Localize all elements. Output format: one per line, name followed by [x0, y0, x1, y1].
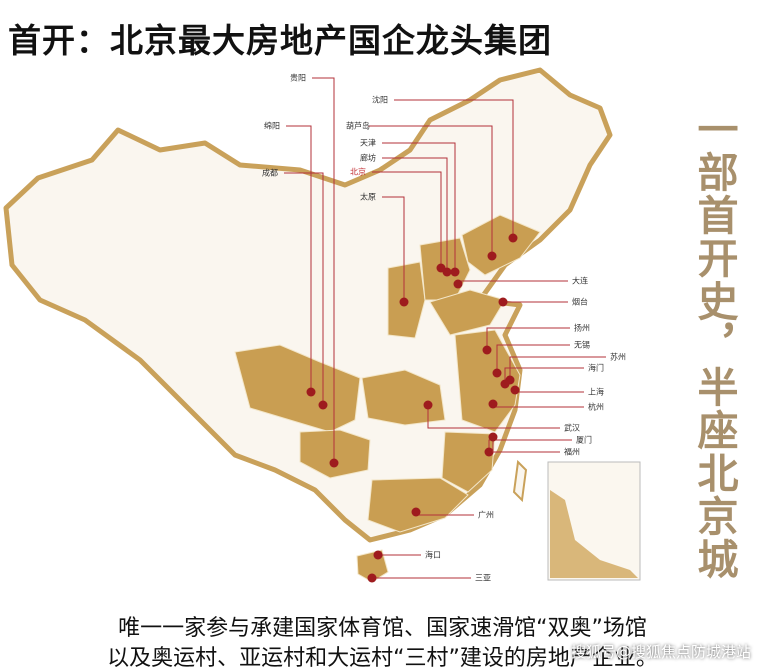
leader-line	[394, 99, 514, 238]
city-label: 海口	[425, 550, 441, 560]
city-label: 烟台	[572, 297, 588, 307]
city-label: 绵阳	[264, 121, 280, 131]
slogan: 一部首开史，半座北京城	[690, 108, 738, 581]
region	[367, 477, 469, 533]
leader-line	[372, 171, 442, 268]
city-dot	[500, 379, 510, 389]
city-dot	[373, 550, 383, 560]
leader-line	[286, 125, 312, 392]
city-dot	[484, 447, 494, 457]
city-dot	[510, 385, 520, 395]
leader-line	[427, 405, 560, 429]
city-label: 太原	[360, 192, 376, 202]
city-label: 广州	[478, 510, 494, 520]
city-dot	[399, 297, 409, 307]
city-dot	[498, 297, 508, 307]
city-dot	[411, 507, 421, 517]
city-dot	[482, 345, 492, 355]
city-dot	[306, 387, 316, 397]
city-label: 无锡	[574, 341, 590, 350]
city-label: 福州	[564, 448, 580, 457]
city-label: 扬州	[574, 323, 590, 333]
city-dot	[423, 400, 433, 410]
leader-line	[486, 327, 570, 350]
city-label: 上海	[588, 387, 604, 397]
leader-line	[284, 172, 324, 405]
city-label: 廊坊	[360, 153, 376, 163]
region	[234, 344, 361, 433]
leader-line	[496, 344, 570, 373]
city-label: 成都	[262, 168, 278, 178]
leader-line	[509, 356, 606, 380]
city-label: 苏州	[610, 352, 626, 362]
city-dot	[508, 233, 518, 243]
watermark: 搜狐号@搜狐焦点防城港站	[570, 643, 751, 661]
city-label: 杭州	[588, 402, 604, 412]
city-label: 天津	[360, 138, 376, 148]
city-label: 武汉	[564, 423, 580, 433]
city-label: 沈阳	[372, 95, 388, 105]
regions	[234, 214, 541, 583]
city-label: 北京	[350, 167, 366, 177]
leader-line	[382, 157, 448, 272]
city-dot	[492, 368, 502, 378]
leader-line	[368, 125, 493, 256]
region	[299, 429, 371, 479]
region	[441, 431, 496, 493]
leader-line	[382, 142, 456, 272]
city-dot	[450, 267, 460, 277]
city-label: 大连	[572, 276, 588, 286]
caption-line: 唯一一家参与承建国家体育馆、国家速滑馆“双奥”场馆	[118, 616, 647, 641]
city-dot	[367, 573, 377, 583]
city-label: 葫芦岛	[346, 121, 370, 131]
leader-line	[504, 367, 584, 384]
city-dot	[488, 399, 498, 409]
region	[429, 289, 506, 336]
leader-line	[492, 437, 560, 453]
city-label: 海门	[588, 363, 604, 373]
title: 首开：北京最大房地产国企龙头集团	[8, 21, 552, 60]
city-dot	[436, 263, 446, 273]
city-label: 三亚	[475, 574, 491, 583]
caption-line: 以及奥运村、亚运村和大运村“三村”建设的房地产企业。	[107, 646, 658, 671]
city-dot	[487, 251, 497, 261]
city-dot	[488, 432, 498, 442]
city-label: 厦门	[576, 435, 592, 445]
city-label: 贵阳	[290, 73, 306, 83]
region	[461, 214, 541, 276]
region	[361, 369, 446, 426]
leader-line	[312, 77, 335, 463]
leader-line	[382, 196, 405, 302]
taiwan	[512, 459, 528, 503]
inset-land	[550, 490, 638, 578]
leader-line	[514, 390, 584, 393]
city-dot	[318, 400, 328, 410]
city-dot	[329, 458, 339, 468]
city-dot	[453, 279, 463, 289]
